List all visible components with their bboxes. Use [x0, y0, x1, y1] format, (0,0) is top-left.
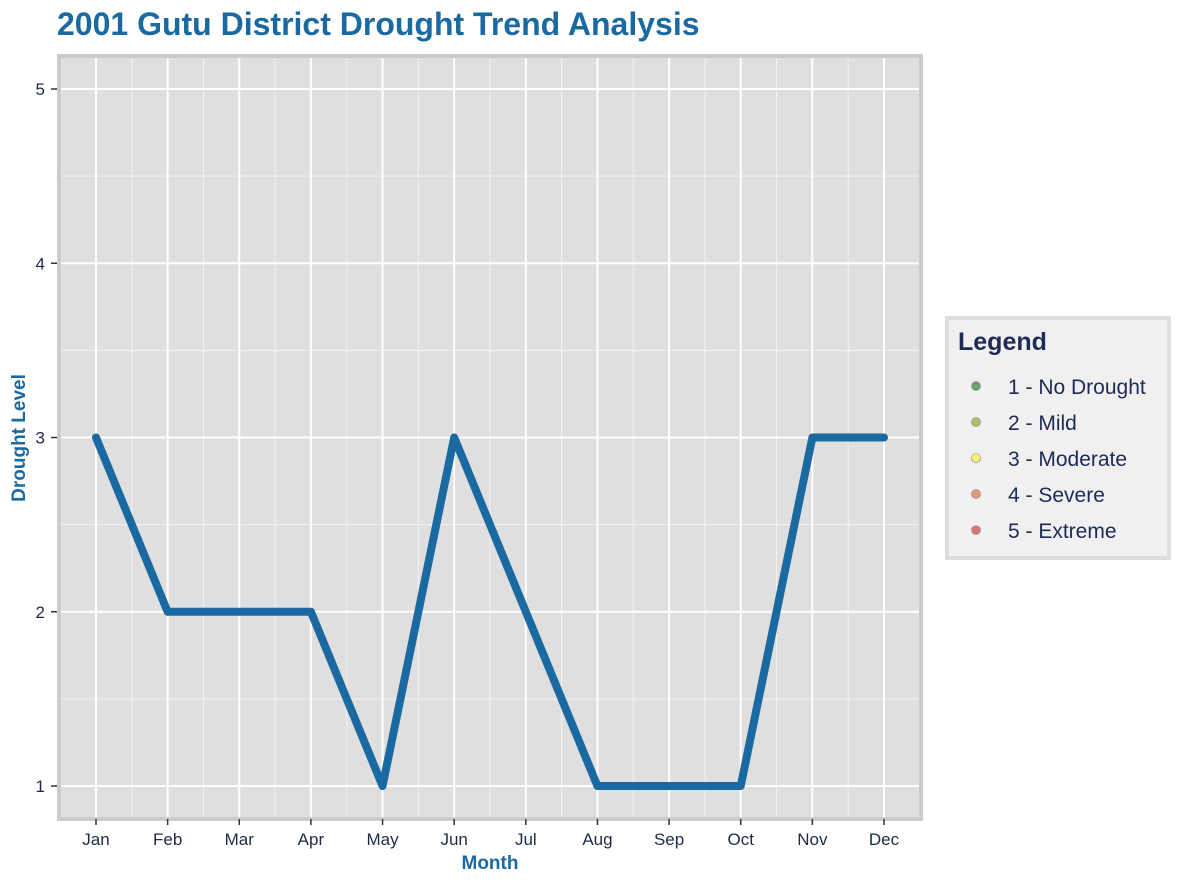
legend-swatch: [971, 453, 981, 463]
legend-item-label: 3 - Moderate: [1008, 448, 1127, 471]
x-tick-label: Oct: [728, 830, 755, 849]
legend-item-label: 2 - Mild: [1008, 412, 1077, 435]
x-tick-label: Feb: [153, 830, 182, 849]
legend-items: 1 - No Drought 2 - Mild 3 - Moderate 4 - Se…: [971, 376, 1146, 543]
x-tick-label: Mar: [225, 830, 255, 849]
x-tick-label: Apr: [298, 830, 325, 849]
x-tick-label: May: [366, 830, 399, 849]
plot-border: [57, 54, 923, 821]
x-tick-label: Aug: [582, 830, 612, 849]
major-gridlines: [61, 58, 919, 817]
legend-item-label: 4 - Severe: [1008, 484, 1105, 507]
x-tick-label: Jan: [82, 830, 109, 849]
legend-item-label: 5 - Extreme: [1008, 520, 1117, 543]
legend-item-label: 1 - No Drought: [1008, 376, 1146, 399]
y-axis-tick-labels: 1 2 3 4 5: [36, 80, 45, 796]
legend-swatch: [971, 381, 981, 391]
y-tick-label: 1: [36, 777, 45, 796]
series-lines: [92, 433, 888, 790]
y-axis-title: Drought Level: [9, 374, 30, 502]
y-tick-label: 5: [36, 80, 45, 99]
axis-ticks: [51, 88, 885, 825]
legend-swatch: [971, 417, 981, 427]
legend-swatch: [971, 489, 981, 499]
y-tick-label: 2: [36, 603, 45, 622]
x-axis-title: Month: [462, 853, 519, 874]
y-tick-label: 3: [36, 429, 45, 448]
chart-title: 2001 Gutu District Drought Trend Analysi…: [57, 6, 700, 42]
y-tick-label: 4: [36, 254, 45, 273]
x-tick-label: Sep: [654, 830, 684, 849]
series-line: [92, 433, 888, 790]
legend: Legend 1 - No Drought 2 - Mild 3 - Moderat…: [945, 316, 1171, 560]
legend-swatch: [971, 525, 981, 535]
legend-title: Legend: [958, 328, 1047, 356]
x-tick-label: Nov: [797, 830, 828, 849]
legend-box: [945, 316, 1171, 560]
x-tick-label: Jul: [515, 830, 537, 849]
x-tick-label: Dec: [869, 830, 900, 849]
x-tick-label: Jun: [440, 830, 467, 849]
x-axis-tick-labels: Jan Feb Mar Apr May Jun Jul Aug Sep Oct Nov Dec: [82, 830, 899, 849]
